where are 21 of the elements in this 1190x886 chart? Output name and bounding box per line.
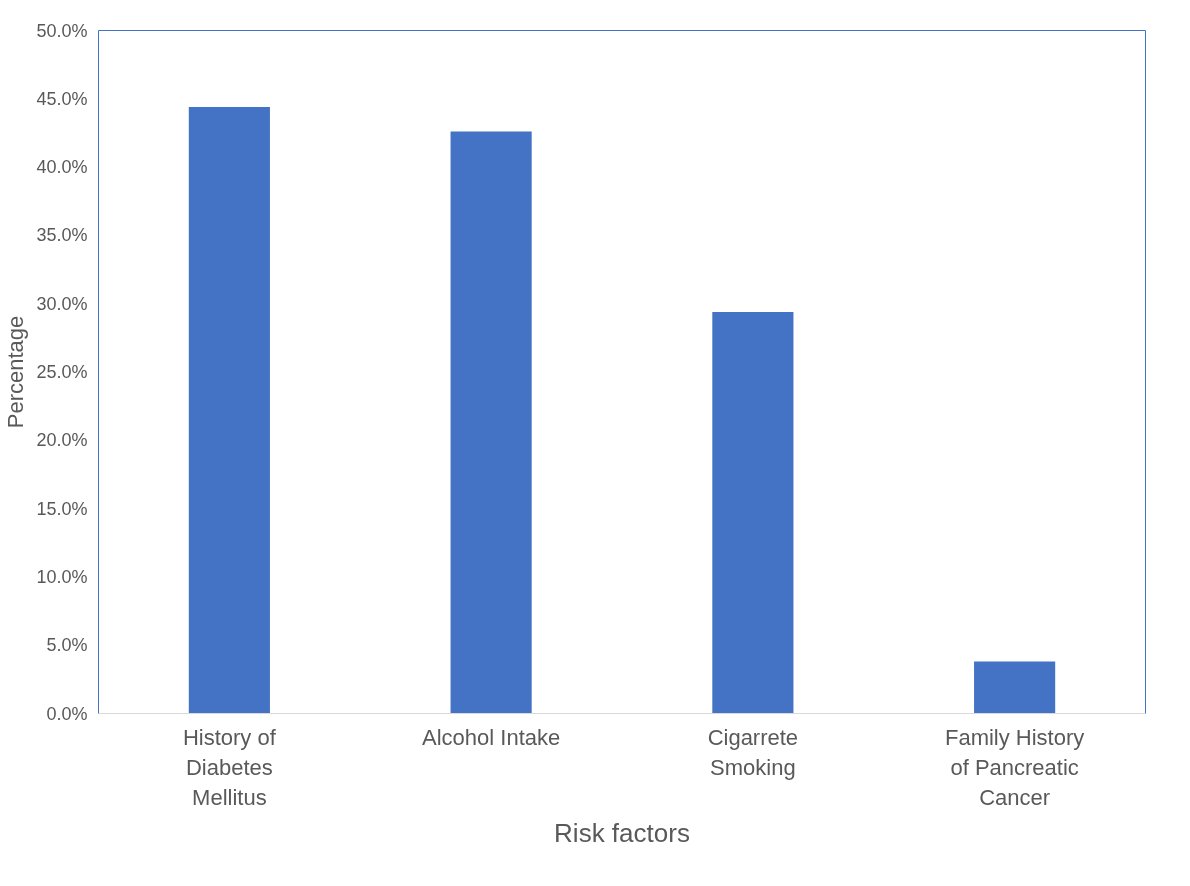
x-tick-label: Cigarrete Smoking [707,724,799,780]
bar [974,661,1056,714]
x-axis-title: Risk factors [554,817,690,848]
y-tick-label: 10.0% [36,566,88,587]
bar [712,311,794,714]
bar [188,107,270,714]
y-tick-label: 5.0% [46,635,88,656]
y-tick-label: 0.0% [46,703,88,724]
x-tick-label: History of Diabetes Mellitus [182,724,277,810]
y-tick-label: 50.0% [36,20,88,41]
y-tick-label: 40.0% [36,157,88,178]
y-tick-label: 15.0% [36,498,88,519]
x-tick-label: Family History of Pancreatic Cancer [944,724,1085,810]
y-tick-label: 25.0% [36,362,88,382]
y-tick-label: 20.0% [36,430,88,451]
x-tick-label: Alcohol Intake [422,724,561,750]
y-tick-label: 30.0% [36,293,88,314]
bar [450,131,532,714]
y-tick-label: 45.0% [36,88,88,109]
y-axis-title: Percentage [3,315,29,429]
y-tick-label: 35.0% [36,225,88,246]
